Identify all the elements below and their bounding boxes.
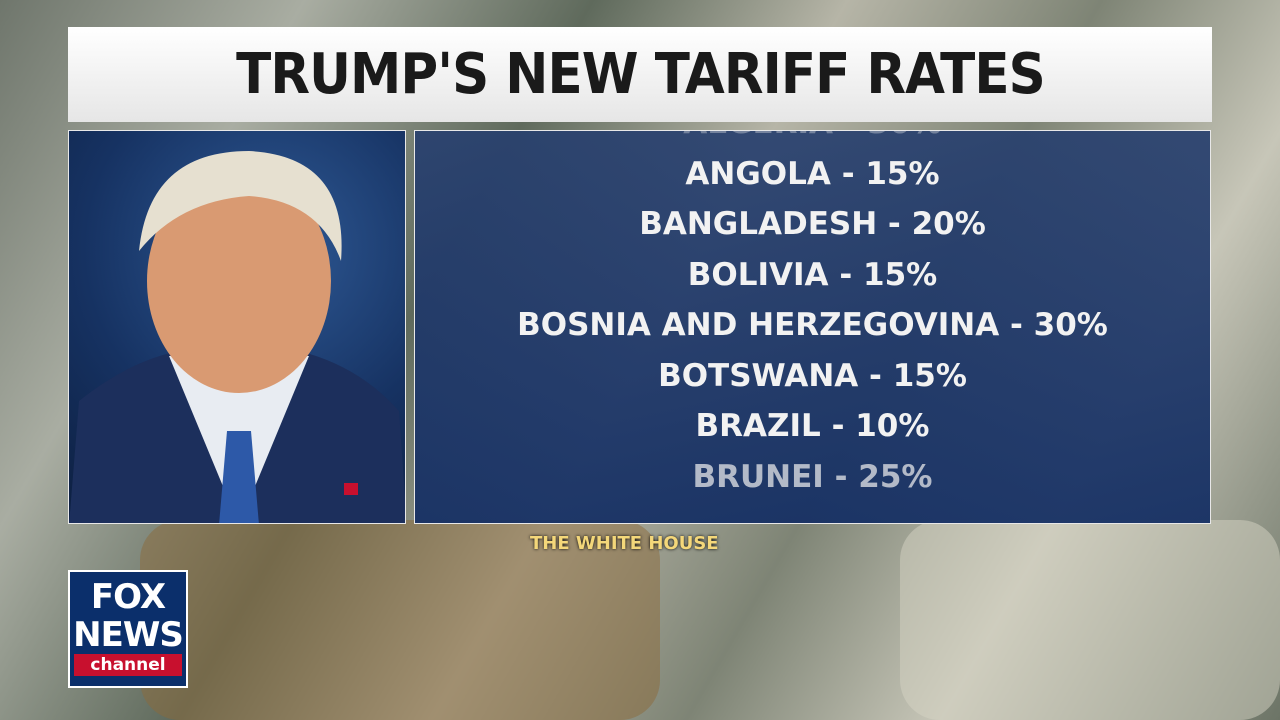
network-logo: FOX NEWS channel	[68, 570, 188, 688]
tariff-item: BRUNEI - 25%	[692, 458, 933, 495]
portrait	[68, 130, 406, 524]
background-bill	[900, 520, 1280, 720]
tariff-item: BRAZIL - 10%	[695, 408, 930, 444]
tariff-item: BOLIVIA - 15%	[687, 256, 938, 293]
logo-text: channel	[74, 654, 182, 676]
title-bar: TRUMP'S NEW TARIFF RATES	[68, 27, 1212, 122]
tariff-list: ALGERIA - 30% ANGOLA - 15% BANGLADESH - 20…	[414, 130, 1211, 524]
tariff-item: BANGLADESH - 20%	[639, 206, 986, 242]
logo-text: NEWS	[73, 615, 184, 655]
logo-text: FOX	[90, 577, 166, 617]
source: THE WHITE HOUSE	[530, 533, 719, 554]
tariff-item: ANGOLA - 15%	[685, 155, 940, 192]
tariff-item: BOSNIA AND HERZEGOVINA - 30%	[517, 307, 1108, 343]
tariff-item: ALGERIA - 30%	[415, 131, 1210, 141]
title: TRUMP'S NEW TARIFF RATES	[235, 42, 1046, 107]
portrait-illustration	[69, 151, 405, 523]
background-bill	[140, 520, 660, 720]
tariff-item: BOTSWANA - 15%	[658, 357, 967, 394]
